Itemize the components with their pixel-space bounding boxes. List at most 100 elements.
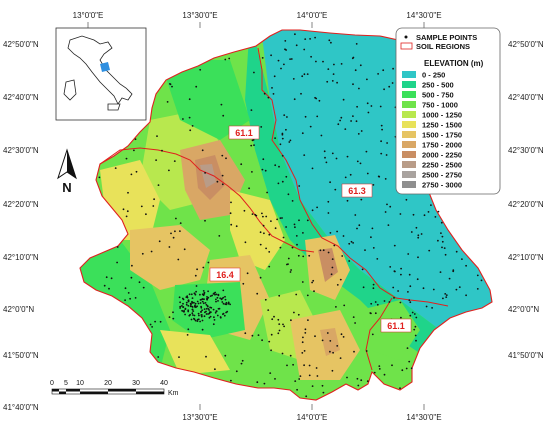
sample-point bbox=[172, 317, 175, 320]
sample-point bbox=[235, 225, 238, 228]
sample-point bbox=[401, 369, 404, 372]
sample-point bbox=[384, 211, 387, 213]
sample-point bbox=[206, 298, 208, 300]
sample-point bbox=[327, 200, 330, 203]
sample-point bbox=[193, 301, 195, 304]
sample-point bbox=[295, 44, 298, 47]
sample-point bbox=[131, 264, 133, 267]
sample-point bbox=[208, 316, 211, 319]
sample-point bbox=[358, 224, 361, 227]
sample-point bbox=[355, 43, 358, 45]
sample-point bbox=[124, 287, 127, 290]
scale-tick-0: 0 bbox=[50, 380, 54, 387]
sample-point bbox=[379, 105, 382, 108]
sample-point bbox=[221, 154, 224, 157]
sample-point bbox=[441, 246, 443, 249]
sample-point-symbol bbox=[404, 35, 408, 39]
sample-point bbox=[262, 215, 264, 218]
sample-point bbox=[175, 217, 177, 220]
sample-point bbox=[346, 199, 349, 202]
sample-point bbox=[391, 82, 394, 84]
sample-point bbox=[261, 212, 263, 215]
sample-point bbox=[376, 258, 379, 260]
sample-point bbox=[203, 298, 205, 301]
sample-point bbox=[178, 356, 180, 358]
sample-point bbox=[202, 290, 205, 292]
sample-point bbox=[197, 302, 200, 305]
coord-top-2: 13°30'0"E bbox=[182, 11, 217, 20]
sample-point bbox=[409, 314, 412, 317]
sample-point bbox=[262, 158, 265, 161]
sample-point bbox=[130, 276, 133, 279]
sample-point bbox=[273, 75, 276, 78]
sample-point bbox=[130, 173, 133, 176]
sample-point bbox=[298, 219, 300, 222]
sample-point bbox=[278, 294, 281, 297]
coord-left-7: 41°50'0"N bbox=[3, 351, 39, 360]
sample-point bbox=[215, 300, 217, 303]
sample-point bbox=[243, 209, 246, 212]
sample-point bbox=[259, 276, 262, 279]
sample-point bbox=[169, 83, 172, 86]
sample-point bbox=[290, 58, 293, 60]
sample-point bbox=[281, 154, 284, 157]
sample-point bbox=[215, 293, 218, 296]
legend-class-label: 2250 - 2500 bbox=[422, 161, 462, 170]
sample-point bbox=[458, 286, 461, 288]
sample-point bbox=[159, 320, 162, 323]
sample-point bbox=[250, 109, 253, 111]
sample-point bbox=[337, 123, 340, 126]
legend-class-label: 500 - 750 bbox=[422, 91, 454, 100]
sample-point bbox=[277, 182, 280, 185]
sample-point bbox=[189, 129, 192, 132]
sample-point bbox=[217, 307, 220, 310]
sample-point bbox=[187, 310, 190, 313]
sample-point bbox=[265, 215, 268, 218]
sample-point bbox=[306, 219, 309, 222]
scale-tick-10: 10 bbox=[76, 380, 84, 387]
sample-point bbox=[199, 320, 202, 323]
sample-point bbox=[330, 41, 332, 44]
sample-point bbox=[179, 307, 182, 309]
sample-point bbox=[304, 115, 307, 118]
sample-point bbox=[445, 294, 448, 296]
sample-point bbox=[268, 251, 271, 253]
sample-point bbox=[191, 297, 194, 299]
sample-point bbox=[133, 149, 135, 152]
sample-point bbox=[348, 242, 351, 245]
sample-point bbox=[344, 128, 347, 131]
sample-point bbox=[333, 244, 336, 247]
sample-point bbox=[273, 315, 275, 318]
sample-point bbox=[439, 271, 442, 273]
sample-point bbox=[251, 213, 254, 216]
sample-point bbox=[209, 315, 212, 318]
sample-point bbox=[397, 290, 399, 292]
sample-point bbox=[270, 349, 272, 352]
sample-point bbox=[322, 391, 325, 394]
sample-point bbox=[355, 120, 358, 123]
sample-point bbox=[281, 137, 284, 140]
sample-point bbox=[207, 296, 210, 299]
sample-point bbox=[303, 350, 306, 352]
sample-point bbox=[428, 249, 431, 252]
sample-point bbox=[270, 220, 272, 223]
sample-point bbox=[191, 312, 194, 315]
sample-point bbox=[166, 101, 169, 103]
sample-point bbox=[286, 116, 288, 118]
sample-point bbox=[476, 274, 479, 277]
sample-point bbox=[411, 311, 414, 314]
sample-point bbox=[200, 315, 203, 318]
sample-point bbox=[303, 48, 306, 51]
legend-elevation-title: ELEVATION (m) bbox=[424, 59, 484, 68]
sample-point bbox=[172, 236, 175, 239]
legend-class-label: 750 - 1000 bbox=[422, 101, 458, 110]
coord-right-2: 42°40'0"N bbox=[508, 93, 544, 102]
sample-point bbox=[410, 367, 413, 370]
legend-class-label: 250 - 500 bbox=[422, 81, 454, 90]
sample-point bbox=[207, 308, 210, 310]
sample-point bbox=[214, 291, 217, 294]
coord-right-1: 42°50'0"N bbox=[508, 40, 544, 49]
sample-point bbox=[359, 162, 362, 165]
sample-point bbox=[141, 252, 144, 255]
